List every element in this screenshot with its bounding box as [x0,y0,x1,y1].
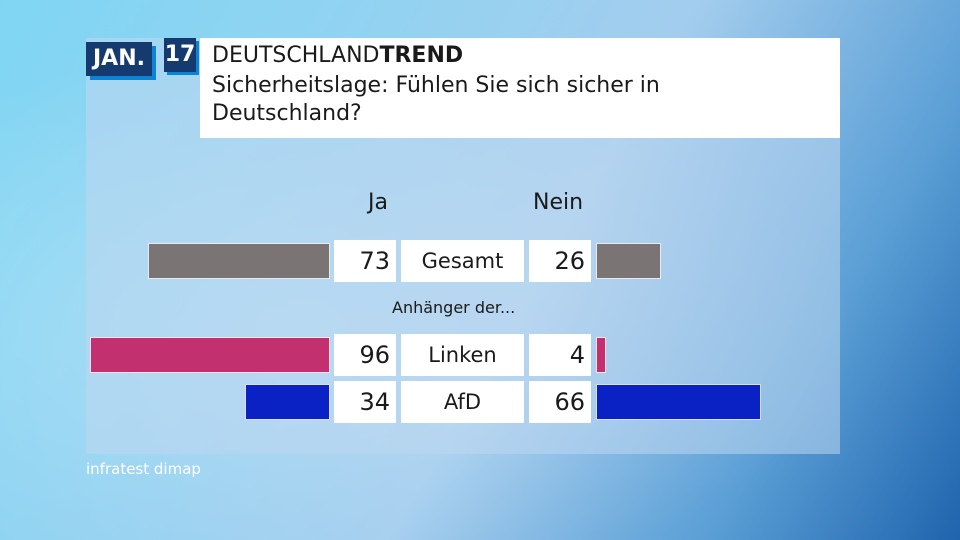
column-header-yes: Ja [368,190,388,215]
value-no-gesamt: 26 [529,240,591,282]
category-label-afd: AfD [401,381,524,423]
bar-yes-afd [245,384,330,420]
subgroup-label: Anhänger der... [392,298,516,317]
value-yes-gesamt: 73 [334,240,396,282]
bar-no-linken [596,337,606,373]
column-header-no: Nein [533,190,584,215]
value-no-linken: 4 [529,334,591,376]
bar-yes-linken [90,337,330,373]
title-box [200,38,840,138]
bar-no-gesamt [596,243,661,279]
value-no-afd: 66 [529,381,591,423]
bar-yes-gesamt [147,243,330,279]
date-month-badge: JAN. [86,42,152,76]
chart-question: Sicherheitslage: Fühlen Sie sich sicher … [212,73,660,126]
date-day-badge: 17 [164,38,196,72]
brand-title: DEUTSCHLANDTREND [212,42,463,70]
source-label: infratest dimap [86,460,201,478]
category-label-linken: Linken [401,334,524,376]
value-yes-linken: 96 [334,334,396,376]
brand-bold: TREND [379,43,464,68]
bar-no-afd [596,384,761,420]
value-yes-afd: 34 [334,381,396,423]
category-label-gesamt: Gesamt [401,240,524,282]
brand-regular: DEUTSCHLAND [212,43,380,68]
